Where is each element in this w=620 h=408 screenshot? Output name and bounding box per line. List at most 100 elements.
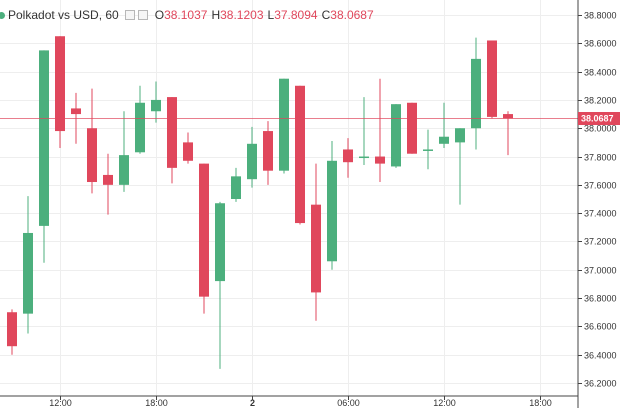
symbol-title[interactable]: Polkadot vs USD, 60 <box>8 8 119 22</box>
price-axis-background <box>578 0 620 408</box>
candle-body <box>231 176 241 199</box>
candle-body <box>87 128 97 183</box>
y-tick-label: 36.6000 <box>584 322 617 332</box>
candle[interactable] <box>407 102 417 154</box>
candle-body <box>471 58 481 129</box>
y-tick-label: 38.6000 <box>584 39 617 49</box>
candle[interactable] <box>199 163 209 314</box>
candle[interactable] <box>87 88 97 194</box>
y-tick-label: 36.2000 <box>584 379 617 389</box>
candle[interactable] <box>503 111 513 156</box>
candle[interactable] <box>359 97 369 166</box>
candle[interactable] <box>7 309 17 355</box>
high-label: H <box>211 8 221 22</box>
candle[interactable] <box>471 37 481 150</box>
candle-body <box>375 156 385 164</box>
candle[interactable] <box>279 78 289 174</box>
candle-body <box>407 102 417 154</box>
y-tick-label: 37.8000 <box>584 153 617 163</box>
candle[interactable] <box>295 85 305 225</box>
candle[interactable] <box>23 196 33 334</box>
x-tick-label: 12:00 <box>49 398 72 408</box>
candle[interactable] <box>39 50 49 263</box>
y-tick-label: 37.6000 <box>584 181 617 191</box>
candle[interactable] <box>327 140 337 270</box>
candle-body <box>135 102 145 153</box>
candle[interactable] <box>55 36 65 149</box>
candle-body <box>343 149 353 163</box>
candle-body <box>71 108 81 115</box>
grid-lines <box>0 0 578 396</box>
candle-body <box>455 128 465 143</box>
status-dot-icon <box>0 11 5 19</box>
y-tick-label: 38.8000 <box>584 11 617 21</box>
x-tick-label: 18:00 <box>145 398 168 408</box>
candle[interactable] <box>391 104 401 168</box>
candle[interactable] <box>231 167 241 202</box>
candle-body <box>151 99 161 112</box>
candle-body <box>23 232 33 314</box>
low-label: L <box>267 8 275 22</box>
last-price-label: 38.0687 <box>581 114 614 124</box>
candle-body <box>279 78 289 171</box>
candle-body <box>295 85 305 224</box>
candle-body <box>199 163 209 297</box>
candle[interactable] <box>439 102 449 149</box>
candles <box>7 36 513 369</box>
time-axis[interactable]: 12:00 18:00 2 06:00 12:00 18:00 <box>49 396 552 408</box>
open-label: O <box>154 8 165 22</box>
y-tick-label: 38.2000 <box>584 96 617 106</box>
candle-body <box>423 149 433 151</box>
y-tick-label: 37.2000 <box>584 237 617 247</box>
candle-body <box>55 36 65 132</box>
price-axis[interactable]: 36.2000 36.4000 36.6000 36.8000 37.0000 37.20… <box>578 11 617 389</box>
open-value: 38.1037 <box>164 8 208 22</box>
toggle-square-icon[interactable] <box>137 10 148 20</box>
candle-body <box>215 203 225 282</box>
candle-body <box>359 156 369 159</box>
candle[interactable] <box>375 78 385 183</box>
y-tick-label: 37.0000 <box>584 266 617 276</box>
candle[interactable] <box>455 128 465 205</box>
candle[interactable] <box>487 40 497 119</box>
candle[interactable] <box>215 201 225 369</box>
candle[interactable] <box>183 132 193 164</box>
candle-body <box>103 174 113 185</box>
close-label: C <box>321 8 331 22</box>
candle-body <box>391 104 401 167</box>
candle-body <box>327 160 337 262</box>
candle-body <box>311 204 321 293</box>
candle-body <box>503 114 513 119</box>
y-tick-label: 38.0000 <box>584 124 617 134</box>
x-tick-label: 06:00 <box>337 398 360 408</box>
candle[interactable] <box>247 126 257 188</box>
close-value: 38.0687 <box>330 8 374 22</box>
candle-body <box>7 312 17 347</box>
last-price-badge: 38.0687 <box>578 112 620 126</box>
candle-body <box>183 142 193 161</box>
candle-body <box>39 50 49 226</box>
candle[interactable] <box>103 153 113 215</box>
candle-body <box>487 40 497 117</box>
candle-body <box>167 97 177 168</box>
candle[interactable] <box>311 163 321 321</box>
candle-body <box>119 155 129 185</box>
candle-body <box>247 143 257 180</box>
high-value: 38.1203 <box>220 8 264 22</box>
x-tick-label: 2 <box>250 398 255 408</box>
candle[interactable] <box>167 97 177 184</box>
y-tick-label: 36.4000 <box>584 351 617 361</box>
x-tick-label: 12:00 <box>433 398 456 408</box>
x-tick-label: 18:00 <box>529 398 552 408</box>
candle[interactable] <box>423 129 433 170</box>
toggle-square-icon[interactable] <box>124 10 135 20</box>
candle-body <box>263 131 273 171</box>
candle[interactable] <box>343 138 353 178</box>
candle[interactable] <box>151 81 161 123</box>
candle[interactable] <box>135 85 145 154</box>
candle[interactable] <box>263 121 273 185</box>
candle[interactable] <box>119 111 129 192</box>
low-value: 37.8094 <box>274 8 318 22</box>
